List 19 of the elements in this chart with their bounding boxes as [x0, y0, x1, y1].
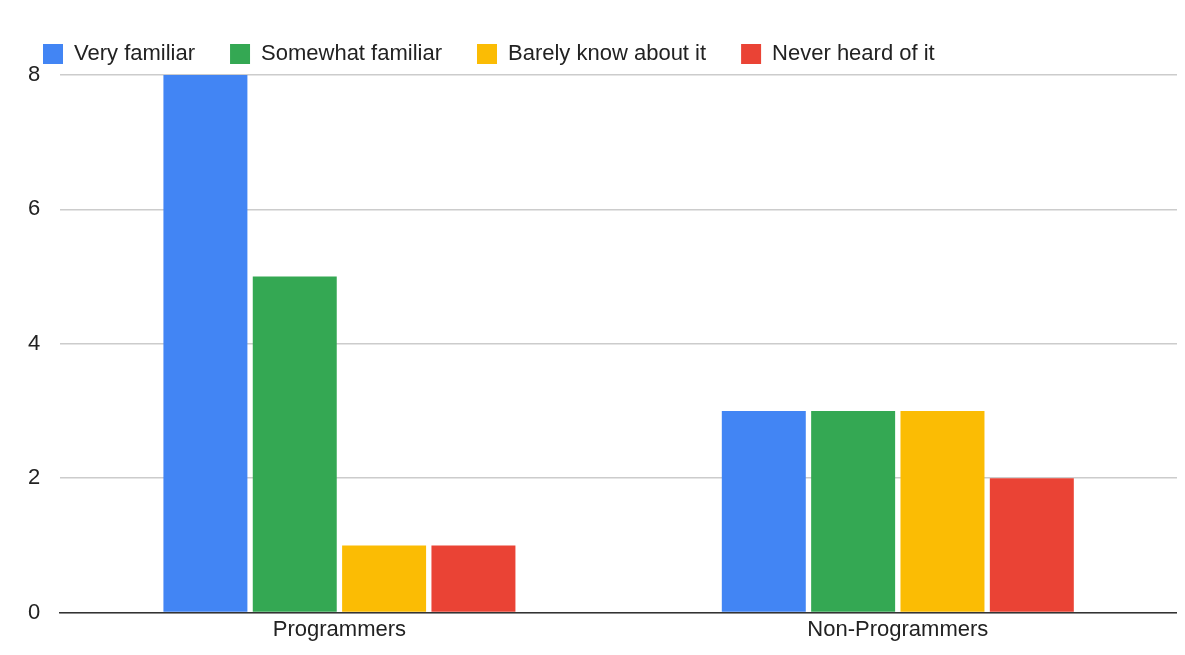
legend-label: Barely know about it: [507, 40, 707, 66]
bar: [163, 75, 248, 612]
bar: [900, 411, 985, 612]
bar: [431, 545, 516, 612]
bar: [989, 478, 1074, 612]
bar: [342, 545, 427, 612]
bar: [252, 276, 337, 612]
legend-label: Somewhat familiar: [261, 40, 442, 66]
y-tick-label: 6: [27, 195, 41, 221]
bar: [811, 411, 896, 612]
legend-label: Very familiar: [74, 40, 196, 66]
y-tick-label: 0: [27, 598, 41, 624]
y-tick-label: 4: [27, 329, 41, 355]
legend-label: Never heard of it: [772, 40, 935, 66]
x-tick-label: Non-Programmers: [807, 615, 989, 641]
x-tick-label: Programmers: [272, 615, 407, 641]
y-tick-label: 8: [27, 61, 41, 87]
bar: [721, 411, 806, 612]
y-tick-label: 2: [27, 464, 41, 490]
